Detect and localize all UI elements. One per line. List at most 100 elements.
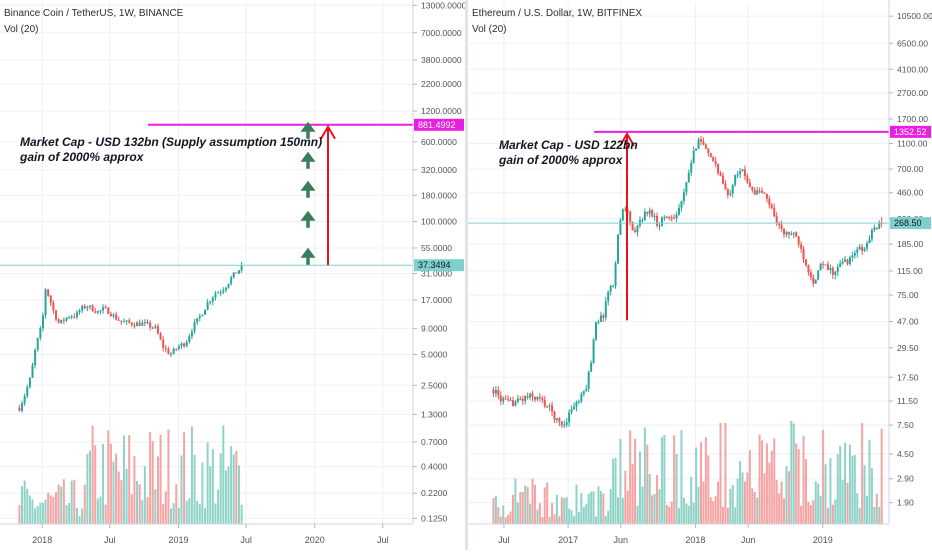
volume-bar <box>592 491 595 524</box>
y-tick-label: 7.50 <box>897 420 914 430</box>
candle-body <box>699 139 702 142</box>
volume-bar <box>183 432 186 524</box>
y-tick-label: 600.0000 <box>421 137 457 147</box>
volume-bar <box>609 489 612 524</box>
volume-bar <box>702 481 705 524</box>
candle-body <box>878 223 881 229</box>
volume-bar <box>151 441 154 524</box>
y-tick-label: 55.0000 <box>421 243 452 253</box>
volume-bar <box>773 438 776 524</box>
candle-body <box>154 326 157 328</box>
volume-bar <box>57 484 60 524</box>
volume-bar <box>783 498 786 524</box>
volume-bar <box>146 497 149 524</box>
red-arrow-head <box>320 124 336 140</box>
volume-bar <box>86 453 89 524</box>
volume-bar <box>188 498 191 524</box>
candle-body <box>822 263 825 265</box>
volume-bar <box>141 499 144 524</box>
candle-body <box>831 268 834 275</box>
red-arrow-head <box>619 131 635 147</box>
candle-body <box>230 277 233 284</box>
candle-body <box>844 259 847 262</box>
candle-body <box>519 398 522 400</box>
y-tick-label: 0.2200 <box>421 488 448 498</box>
volume-bar <box>604 516 607 524</box>
volume-bar <box>555 494 558 524</box>
volume-bar <box>568 508 571 524</box>
candle-body <box>687 172 690 183</box>
candle-body <box>775 216 778 223</box>
volume-bar <box>748 450 751 524</box>
volume-bar <box>792 423 795 524</box>
volume-bar <box>819 495 822 524</box>
candle-body <box>866 243 869 249</box>
volume-bar <box>868 439 871 524</box>
candle-body <box>65 317 68 321</box>
volume-bar <box>768 462 771 524</box>
candle-body <box>507 399 510 401</box>
volume-bar <box>687 505 690 524</box>
candle-body <box>565 422 568 425</box>
volume-bar <box>573 516 576 524</box>
x-tick-label: 2017 <box>558 535 578 545</box>
candle-body <box>538 397 541 399</box>
candle-body <box>648 210 651 214</box>
candle-body <box>526 396 529 398</box>
candle-body <box>616 234 619 264</box>
candle-body <box>52 302 55 311</box>
candle-body <box>829 268 832 270</box>
volume-bar <box>162 504 165 524</box>
volume-bar <box>648 473 651 524</box>
volume-bar <box>551 502 554 524</box>
candle-body <box>668 216 671 218</box>
volume-bar <box>31 499 34 524</box>
volume-bar <box>607 510 610 524</box>
candle-body <box>88 305 91 307</box>
candle-body <box>167 348 170 355</box>
candle-body <box>73 316 76 318</box>
volume-bar <box>52 496 55 524</box>
candle-body <box>721 175 724 184</box>
candle-body <box>149 322 152 328</box>
candle-body <box>634 230 637 233</box>
candle-body <box>714 161 717 165</box>
candle-body <box>86 306 89 309</box>
volume-bar <box>91 425 94 524</box>
volume-bar <box>39 502 42 524</box>
volume-bar <box>55 492 58 524</box>
volume-bar <box>83 484 86 524</box>
candle-body <box>533 396 536 400</box>
candle-body <box>807 264 810 273</box>
volume-bar <box>575 484 578 524</box>
candle-body <box>41 315 44 329</box>
volume-bar <box>36 506 39 524</box>
volume-bar <box>707 455 710 524</box>
volume-bar <box>775 480 778 524</box>
target-price-tag <box>414 118 464 131</box>
candle-body <box>646 211 649 214</box>
candle-body <box>543 399 546 407</box>
volume-bar <box>651 495 654 524</box>
candle-body <box>78 310 81 313</box>
candle-body <box>558 418 561 422</box>
volume-bar <box>863 465 866 524</box>
x-tick-label: 2018 <box>32 535 52 545</box>
volume-bar <box>122 435 125 524</box>
volume-bar <box>751 488 754 524</box>
candle-body <box>44 289 47 316</box>
volume-bar <box>695 447 698 524</box>
volume-bar <box>680 430 683 524</box>
candle-body <box>826 264 829 270</box>
candle-body <box>99 310 102 312</box>
candle-body <box>23 396 26 404</box>
volume-bar <box>597 486 600 524</box>
candle-body <box>729 193 732 195</box>
candle-body <box>193 322 196 332</box>
candle-body <box>824 264 827 266</box>
y-tick-label: 700.00 <box>897 164 924 174</box>
volume-bar <box>235 451 238 524</box>
volume-bar <box>558 516 561 524</box>
volume-bar <box>102 443 105 524</box>
